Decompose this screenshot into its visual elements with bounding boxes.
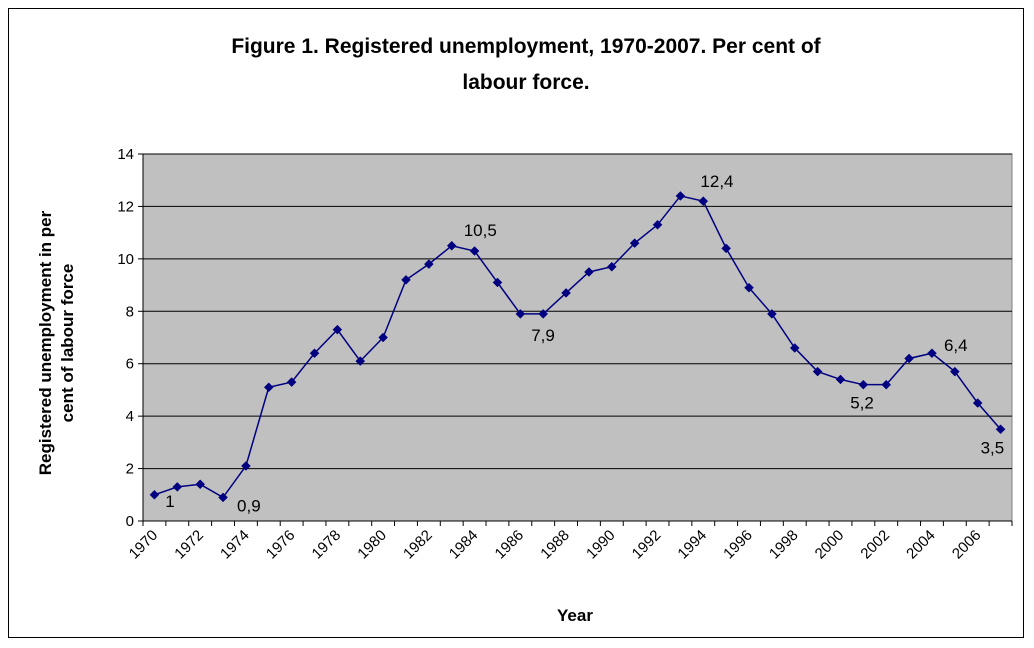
data-point-2002 xyxy=(881,379,892,390)
data-label-1971: 1 xyxy=(165,492,174,511)
data-point-1999 xyxy=(812,366,823,377)
data-point-1990 xyxy=(606,261,617,272)
x-tick-label-1978: 1978 xyxy=(309,527,345,563)
data-point-1970 xyxy=(149,489,160,500)
x-tick-label-1996: 1996 xyxy=(720,527,756,563)
data-label-2007: 3,5 xyxy=(981,438,1005,457)
chart-title-line-2: labour force. xyxy=(462,71,589,94)
y-tick-label-0: 0 xyxy=(126,513,134,530)
data-point-1982 xyxy=(424,259,434,269)
data-point-1971 xyxy=(172,482,183,492)
x-tick-labels: 1970 1972 1974 1976 1978 1980 1982 1984 1986 1988… xyxy=(126,521,1013,563)
x-tick-label-1994: 1994 xyxy=(674,527,710,563)
data-point-1994 xyxy=(698,196,709,207)
data-point-1991 xyxy=(629,238,640,248)
data-point-1986 xyxy=(515,309,526,319)
data-point-1977 xyxy=(309,348,320,359)
x-tick-label-1990: 1990 xyxy=(583,527,619,563)
x-tick-label-1992: 1992 xyxy=(629,527,665,563)
x-tick-label-1982: 1982 xyxy=(400,527,436,563)
x-tick-label-1988: 1988 xyxy=(537,527,573,563)
data-point-1998 xyxy=(789,343,800,353)
x-tick-label-1972: 1972 xyxy=(171,527,207,563)
y-axis-title-line-1: Registered unemployment in per xyxy=(36,210,55,475)
data-point-2004 xyxy=(927,348,937,359)
y-tick-label-10: 10 xyxy=(117,251,134,268)
data-point-2000 xyxy=(835,374,846,385)
data-point-2006 xyxy=(972,398,983,408)
data-point-1980 xyxy=(378,332,388,343)
data-point-1989 xyxy=(584,267,594,277)
y-tick-label-2: 2 xyxy=(126,461,134,478)
x-tick-label-1980: 1980 xyxy=(354,527,390,563)
data-point-1978 xyxy=(332,324,343,335)
data-point-1981 xyxy=(401,274,411,285)
data-point-1993 xyxy=(675,191,686,201)
data-point-2003 xyxy=(904,353,914,364)
data-label-1987: 7,9 xyxy=(531,326,555,345)
x-tick-label-1998: 1998 xyxy=(766,527,802,563)
x-axis-title: Year xyxy=(557,606,593,625)
data-point-1979 xyxy=(355,356,366,366)
data-point-1988 xyxy=(561,288,571,298)
grid-lines xyxy=(143,153,1012,470)
x-tick-label-2000: 2000 xyxy=(812,527,848,563)
plot-area xyxy=(142,153,1013,522)
data-point-1996 xyxy=(744,282,754,293)
data-labels: 1 0,9 10,5 7,9 12,4 5,2 6,4 3,5 xyxy=(165,172,1004,515)
data-point-2001 xyxy=(858,379,869,390)
data-point-1972 xyxy=(195,479,206,490)
y-axis-title-line-2: cent of labour force xyxy=(58,264,77,423)
x-tick-label-1974: 1974 xyxy=(217,527,253,563)
x-tick-label-2006: 2006 xyxy=(949,527,985,563)
y-tick-label-8: 8 xyxy=(126,303,134,320)
y-tick-labels: 0 2 4 6 8 10 12 14 xyxy=(117,146,143,530)
data-label-2002: 5,2 xyxy=(850,394,874,413)
data-point-2007 xyxy=(995,424,1006,435)
x-tick-label-1970: 1970 xyxy=(126,527,162,563)
y-tick-label-14: 14 xyxy=(117,146,134,163)
data-label-1983: 10,5 xyxy=(464,221,497,240)
data-point-1995 xyxy=(721,243,731,254)
data-label-1973: 0,9 xyxy=(237,496,261,515)
data-point-1975 xyxy=(263,382,274,393)
data-point-1983 xyxy=(446,240,457,251)
data-point-1992 xyxy=(652,219,663,230)
x-tick-label-1976: 1976 xyxy=(263,527,299,563)
data-point-1976 xyxy=(286,377,297,387)
data-point-1973 xyxy=(218,492,228,503)
y-tick-label-4: 4 xyxy=(126,408,134,425)
x-tick-label-1984: 1984 xyxy=(446,527,482,563)
data-point-2005 xyxy=(949,366,960,377)
x-tick-label-1986: 1986 xyxy=(492,527,528,563)
data-point-1974 xyxy=(241,461,251,471)
chart-frame: Figure 1. Registered unemployment, 1970-… xyxy=(8,8,1024,638)
data-label-2004: 6,4 xyxy=(944,336,968,355)
data-point-1984 xyxy=(469,246,480,256)
data-label-1993: 12,4 xyxy=(700,172,733,191)
y-tick-label-6: 6 xyxy=(126,356,134,373)
data-point-1985 xyxy=(492,277,503,288)
data-point-1987 xyxy=(538,309,549,319)
x-tick-label-2002: 2002 xyxy=(857,527,893,563)
data-point-1997 xyxy=(767,309,777,319)
y-axis-title-group: Registered unemployment in per cent of l… xyxy=(36,210,77,475)
chart-canvas: Figure 1. Registered unemployment, 1970-… xyxy=(36,35,1013,625)
x-tick-label-2004: 2004 xyxy=(903,527,939,563)
chart-title-line-1: Figure 1. Registered unemployment, 1970-… xyxy=(231,35,821,58)
y-tick-label-12: 12 xyxy=(117,198,134,215)
series-markers xyxy=(149,191,1006,503)
